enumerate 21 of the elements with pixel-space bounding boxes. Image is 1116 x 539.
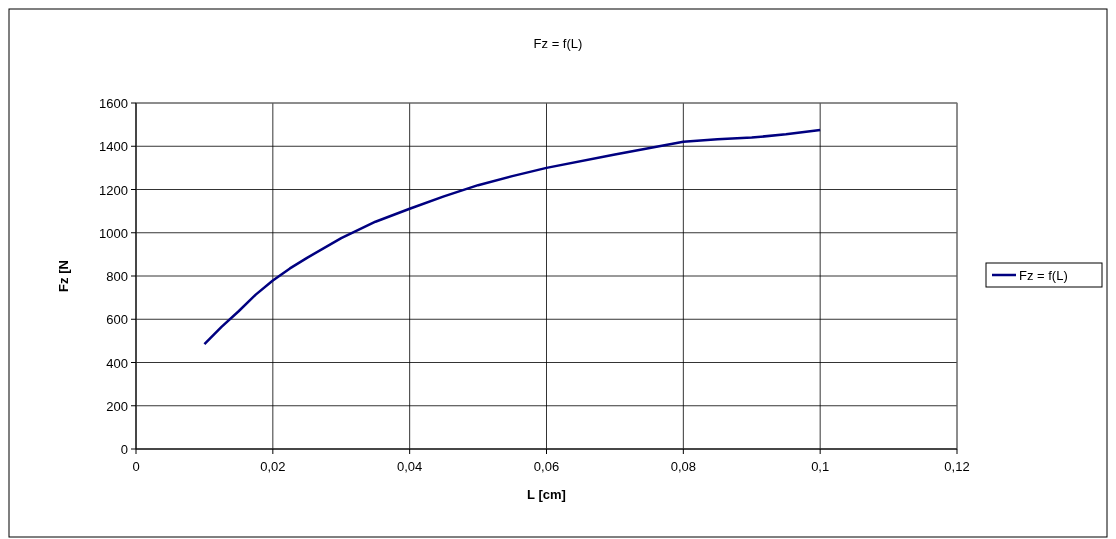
y-tick-label: 1600 xyxy=(99,96,128,111)
y-tick-label: 1200 xyxy=(99,182,128,198)
x-tick-label: 0,04 xyxy=(397,459,423,474)
x-tick-label: 0,12 xyxy=(944,459,970,474)
y-tick-label: 1000 xyxy=(99,225,128,241)
x-tick-label: 0,06 xyxy=(533,459,560,474)
legend-label: Fz = f(L) xyxy=(1019,268,1068,283)
x-axis-title: L [cm] xyxy=(527,487,566,502)
y-tick-label: 0 xyxy=(120,442,128,457)
x-tick-label: 0 xyxy=(132,459,140,474)
line-series xyxy=(203,128,822,346)
y-tick-label: 600 xyxy=(106,312,128,328)
chart-title: Fz = f(L) xyxy=(533,36,583,51)
y-tick-label: 800 xyxy=(106,269,128,284)
y-tick-label: 200 xyxy=(106,398,128,414)
x-tick-label: 0,02 xyxy=(260,459,286,474)
y-axis-title: Fz [N xyxy=(56,260,71,292)
y-tick-label: 1400 xyxy=(99,139,128,155)
x-tick-label: 0,08 xyxy=(670,459,696,474)
y-tick-label: 400 xyxy=(106,355,128,371)
x-tick-label: 0,1 xyxy=(811,459,830,474)
